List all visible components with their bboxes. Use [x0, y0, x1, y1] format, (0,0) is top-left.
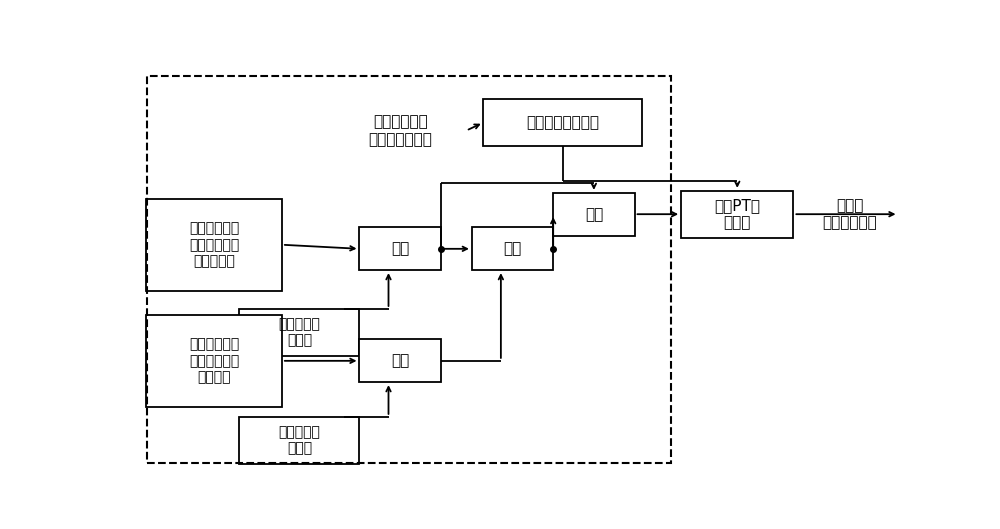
Text: 发动机瞬态工
况冒黑烟的喷
油量限值: 发动机瞬态工 况冒黑烟的喷 油量限值 [189, 338, 239, 384]
Text: 发动机当前
喷油量: 发动机当前 喷油量 [278, 317, 320, 348]
Bar [483, 99, 642, 146]
Text: 当前工况下的
发动机废气流量: 当前工况下的 发动机废气流量 [368, 114, 432, 147]
Bar [553, 193, 635, 235]
Bar [146, 315, 282, 407]
Bar [239, 417, 359, 464]
Text: 相减: 相减 [391, 241, 409, 257]
Bar [472, 227, 553, 270]
Bar [359, 340, 441, 382]
Bar [681, 191, 793, 238]
Text: 相减: 相减 [391, 353, 409, 368]
Bar [359, 227, 441, 270]
Text: 相减: 相减 [503, 241, 522, 257]
Text: 一阶PT滤
波延迟: 一阶PT滤 波延迟 [714, 198, 760, 231]
Bar [239, 309, 359, 355]
Text: 滤波延迟时间曲线: 滤波延迟时间曲线 [526, 115, 599, 130]
Text: 发动机当前
喷油量: 发动机当前 喷油量 [278, 425, 320, 455]
Bar [147, 76, 671, 463]
Text: 发动机
瞬态工况因子: 发动机 瞬态工况因子 [822, 198, 877, 231]
Bar [146, 199, 282, 290]
Text: 发动机稳态工
况下冒黑烟的
喷油量限值: 发动机稳态工 况下冒黑烟的 喷油量限值 [189, 222, 239, 268]
Text: 相除: 相除 [585, 207, 603, 222]
